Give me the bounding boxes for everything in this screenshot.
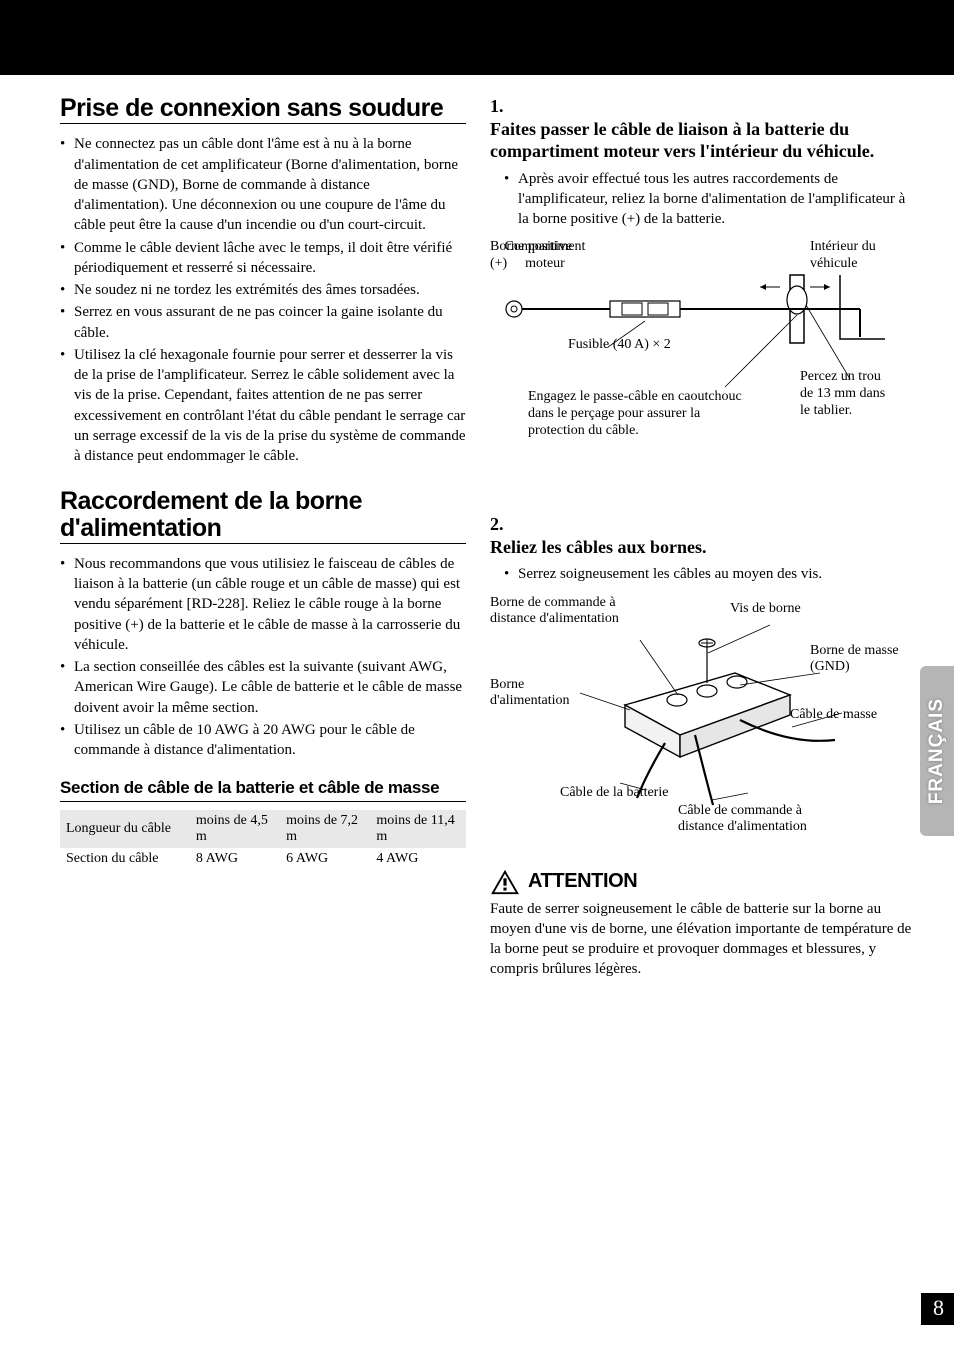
warning-icon — [490, 869, 520, 895]
table-cell: moins de 7,2 m — [280, 810, 370, 848]
table-cell: Longueur du câble — [60, 810, 190, 848]
left-column: Prise de connexion sans soudure Ne conne… — [60, 95, 486, 980]
heading-power-terminal: Raccordement de la borne d'alimentation — [60, 488, 466, 544]
heading-solderless: Prise de connexion sans soudure — [60, 95, 466, 124]
list-item: Après avoir effectué tous les autres rac… — [518, 169, 912, 230]
right-column: 1. Faites passer le câble de liaison à l… — [486, 95, 912, 980]
language-tab: FRANÇAIS — [920, 666, 954, 836]
step-number: 1. — [490, 95, 514, 118]
label-passe-cable: Engagez le passe-câble en caoutchouc dan… — [528, 389, 753, 439]
diagram-terminals: Borne de commande à distance d'alimentat… — [490, 595, 912, 855]
header-bar — [0, 0, 954, 75]
label-alim: Borne d'alimentation — [490, 677, 600, 711]
page-number: 8 — [921, 1293, 954, 1325]
table-cell: 8 AWG — [190, 848, 280, 870]
list-item: La section conseillée des câbles est la … — [74, 657, 466, 718]
steps-list: 1. Faites passer le câble de liaison à l… — [490, 95, 912, 163]
list-item: Utilisez un câble de 10 AWG à 20 AWG pou… — [74, 720, 466, 761]
wire-table: Longueur du câble moins de 4,5 m moins d… — [60, 810, 466, 870]
language-tab-label: FRANÇAIS — [926, 698, 948, 804]
list-item: Serrez soigneusement les câbles au moyen… — [518, 564, 912, 584]
bullets-solderless: Ne connectez pas un câble dont l'âme est… — [60, 134, 466, 466]
list-item: Ne soudez ni ne tordez les extrémités de… — [74, 280, 466, 300]
label-batt-cable: Câble de la batterie — [560, 785, 668, 802]
table-cell: Section du câble — [60, 848, 190, 870]
label-interieur: Intérieur du véhicule — [810, 239, 900, 273]
label-percez: Percez un trou de 13 mm dans le tablier. — [800, 369, 895, 419]
label-gnd: Borne de masse (GND) — [810, 643, 900, 677]
warning-header: ATTENTION — [490, 869, 912, 895]
step-number: 2. — [490, 513, 514, 536]
heading-wire-section: Section de câble de la batterie et câble… — [60, 778, 466, 802]
table-row: Section du câble 8 AWG 6 AWG 4 AWG — [60, 848, 466, 870]
label-fusible: Fusible (40 A) × 2 — [568, 337, 671, 354]
label-compartiment: Compartiment moteur — [490, 239, 600, 273]
step-title: Reliez les câbles aux bornes. — [490, 536, 884, 559]
page-content: Prise de connexion sans soudure Ne conne… — [0, 75, 954, 980]
steps-list-2: 2. Reliez les câbles aux bornes. — [490, 513, 912, 558]
step1-sub: Après avoir effectué tous les autres rac… — [490, 169, 912, 230]
table-cell: 4 AWG — [370, 848, 466, 870]
warning-title: ATTENTION — [528, 870, 637, 893]
label-cmd-cable: Câble de commande à distance d'alimentat… — [678, 803, 848, 837]
step-2: 2. Reliez les câbles aux bornes. — [490, 513, 912, 558]
bullets-power: Nous recommandons que vous utilisiez le … — [60, 554, 466, 761]
table-cell: moins de 4,5 m — [190, 810, 280, 848]
diagram-battery-routing: Borne positive (+) Compartiment moteur I… — [490, 239, 912, 499]
list-item: Comme le câble devient lâche avec le tem… — [74, 238, 466, 279]
list-item: Ne connectez pas un câble dont l'âme est… — [74, 134, 466, 235]
table-row: Longueur du câble moins de 4,5 m moins d… — [60, 810, 466, 848]
step2-sub: Serrez soigneusement les câbles au moyen… — [490, 564, 912, 584]
list-item: Nous recommandons que vous utilisiez le … — [74, 554, 466, 655]
list-item: Utilisez la clé hexagonale fournie pour … — [74, 345, 466, 467]
step-title: Faites passer le câble de liaison à la b… — [490, 118, 884, 163]
label-vis: Vis de borne — [730, 601, 801, 618]
table-cell: moins de 11,4 m — [370, 810, 466, 848]
label-cmd-terminal: Borne de commande à distance d'alimentat… — [490, 595, 660, 629]
table-cell: 6 AWG — [280, 848, 370, 870]
list-item: Serrez en vous assurant de ne pas coince… — [74, 302, 466, 343]
label-masse-cable: Câble de masse — [790, 707, 877, 724]
step-1: 1. Faites passer le câble de liaison à l… — [490, 95, 912, 163]
warning-body: Faute de serrer soigneusement le câble d… — [490, 899, 912, 980]
